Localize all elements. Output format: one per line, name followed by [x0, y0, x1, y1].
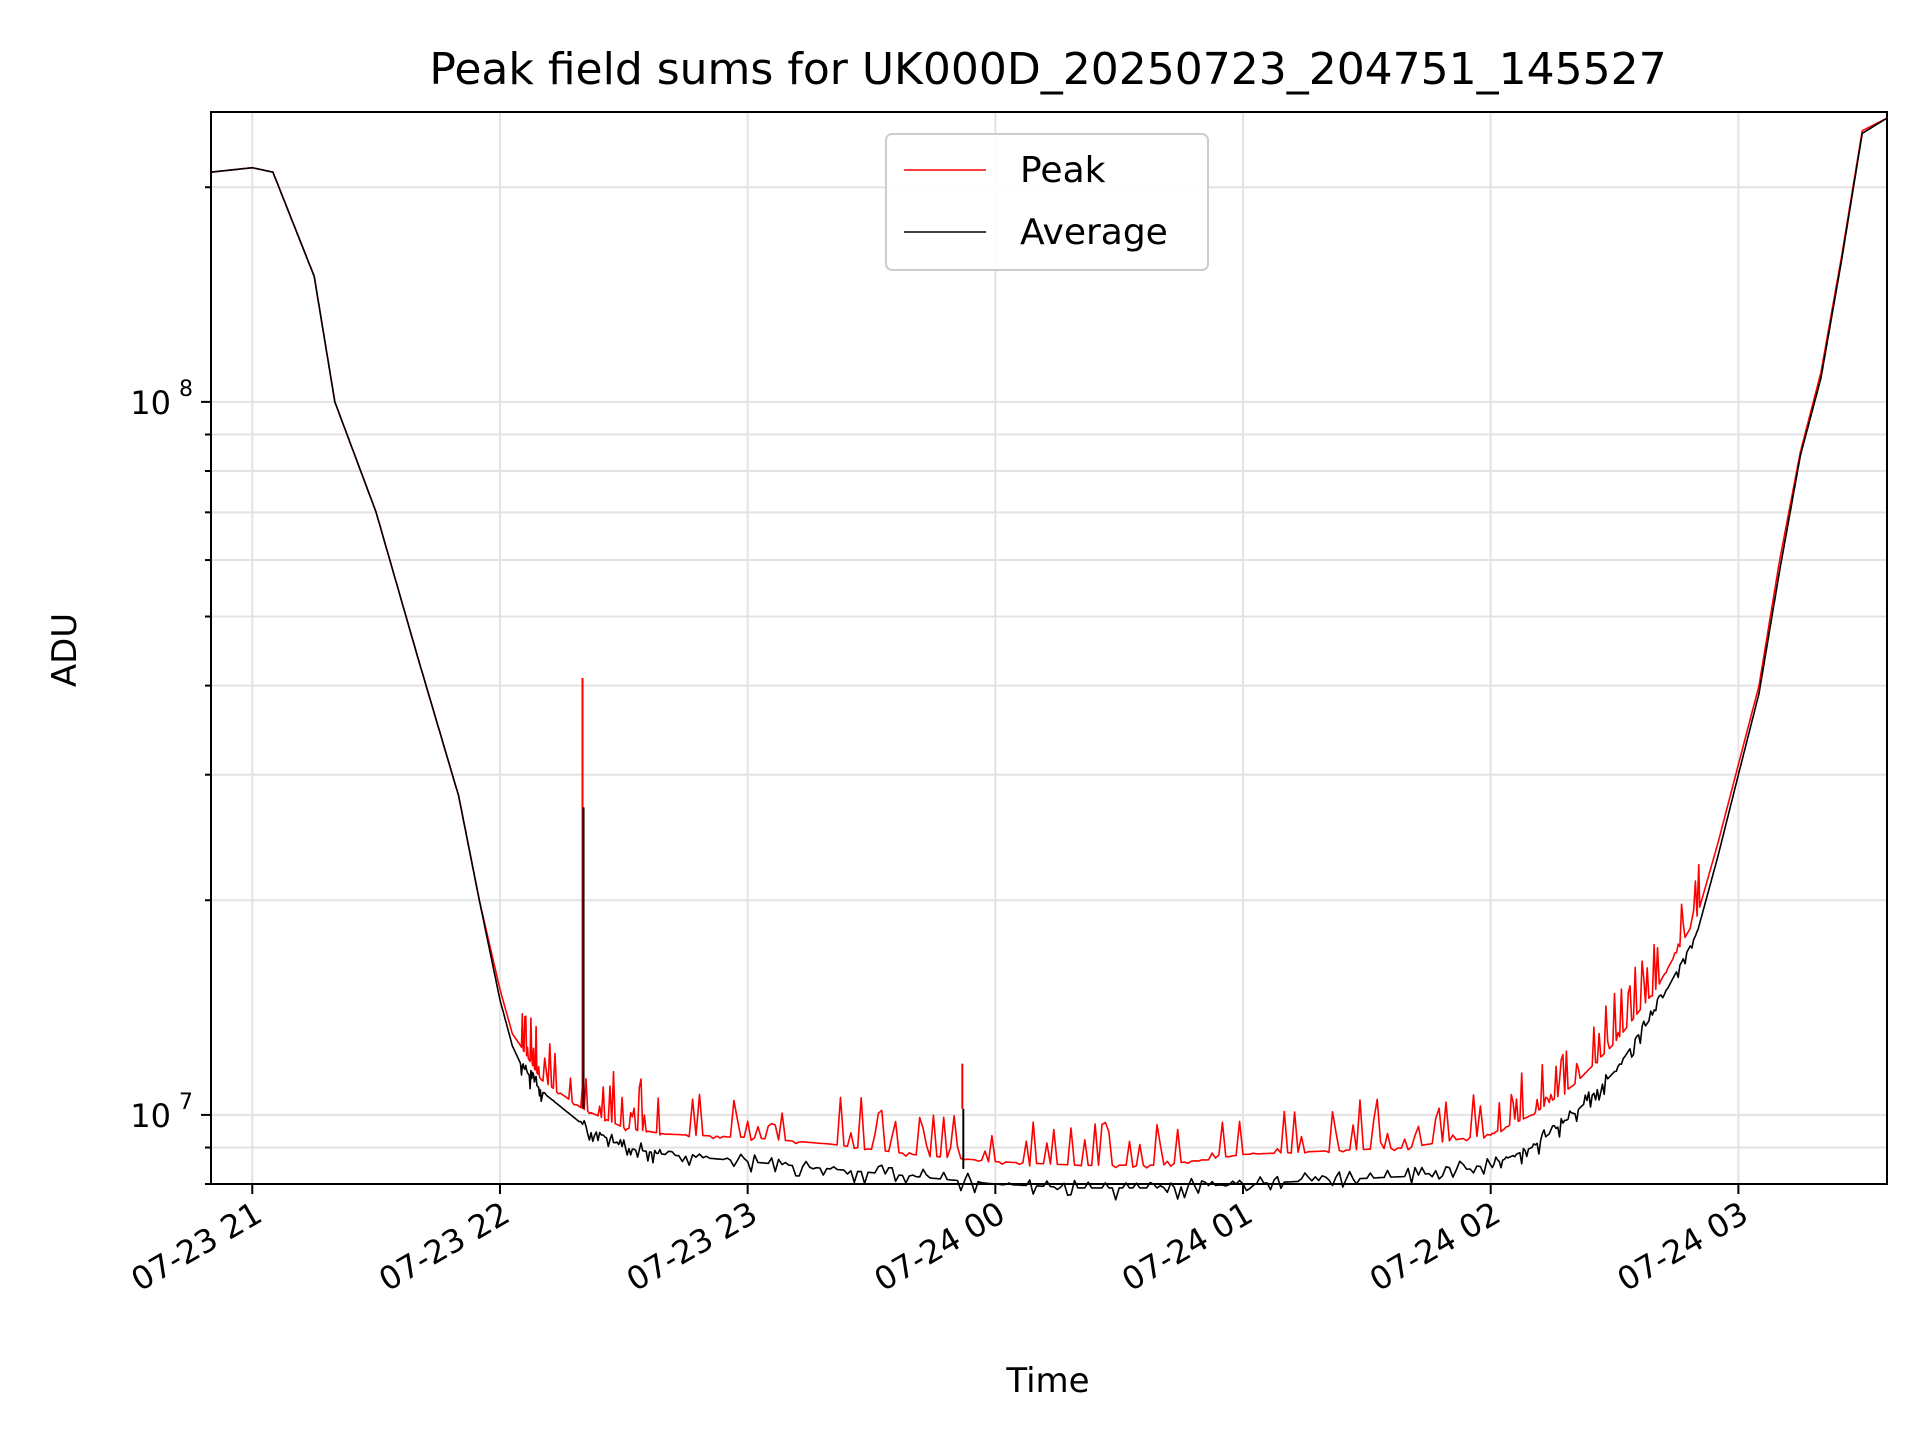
legend-label-peak: Peak: [1020, 150, 1106, 191]
x-tick-label: 07-24 02: [1363, 1194, 1507, 1299]
y-axis-ticks: 10 7 10 8: [130, 186, 211, 1185]
legend: Peak Average: [885, 133, 1209, 271]
series-line-peak: [210, 117, 1888, 1169]
y-tick-label: 10: [130, 384, 171, 422]
series-line-average: [210, 117, 1888, 1201]
y-axis-title: ADU: [45, 613, 85, 687]
y-tick-exponent: 8: [179, 377, 193, 402]
series-lines: [210, 117, 1888, 1201]
y-tick-label: 10: [130, 1097, 171, 1135]
x-tick-label: 07-24 00: [868, 1194, 1012, 1299]
x-axis-ticks: 07-23 21 07-23 22 07-23 23 07-24 00 07-24 01…: [125, 1184, 1755, 1299]
chart-title: Peak field sums for UK000D_20250723_2047…: [429, 44, 1666, 95]
y-tick-exponent: 7: [179, 1090, 193, 1115]
x-tick-label: 07-23 23: [620, 1194, 764, 1299]
legend-label-average: Average: [1020, 212, 1168, 253]
legend-box: [885, 133, 1209, 271]
x-tick-label: 07-23 21: [125, 1194, 269, 1299]
plot-frame: [210, 111, 1888, 1185]
grid-lines: [211, 112, 1887, 1185]
x-axis-title: Time: [1005, 1361, 1089, 1401]
x-tick-label: 07-23 22: [372, 1194, 516, 1299]
x-tick-label: 07-24 03: [1611, 1194, 1755, 1299]
x-tick-label: 07-24 01: [1115, 1194, 1259, 1299]
